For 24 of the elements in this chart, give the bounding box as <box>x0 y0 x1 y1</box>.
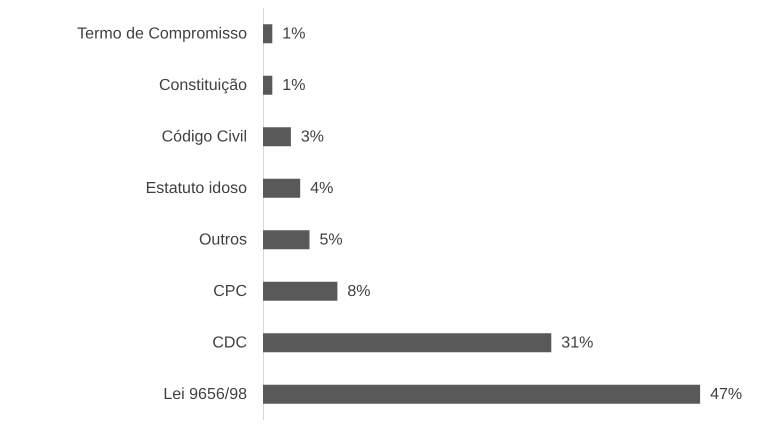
data-label: 3% <box>300 128 324 146</box>
data-label: 31% <box>561 334 594 352</box>
bar <box>263 384 700 404</box>
bar <box>263 333 552 352</box>
bar <box>263 230 310 250</box>
y-tick-label: Estatuto idoso <box>146 180 248 197</box>
y-tick-label: CPC <box>213 282 247 300</box>
y-tick-label: Lei 9656/98 <box>163 386 248 403</box>
y-tick-label: Outros <box>198 231 247 248</box>
y-tick-label: Termo de Compromisso <box>77 25 248 42</box>
bar <box>263 76 272 95</box>
bar <box>263 178 300 198</box>
data-label: 5% <box>320 231 343 248</box>
data-label: 4% <box>310 180 334 197</box>
bar <box>263 24 272 44</box>
data-label: 1% <box>282 76 306 94</box>
data-label: 8% <box>347 282 371 300</box>
y-tick-label: Código Civil <box>162 128 247 146</box>
bar <box>263 127 291 146</box>
bar <box>263 282 338 301</box>
y-tick-label: CDC <box>212 334 247 352</box>
data-label: 47% <box>710 386 742 403</box>
y-tick-label: Constituição <box>158 76 248 94</box>
data-label: 1% <box>282 25 306 42</box>
